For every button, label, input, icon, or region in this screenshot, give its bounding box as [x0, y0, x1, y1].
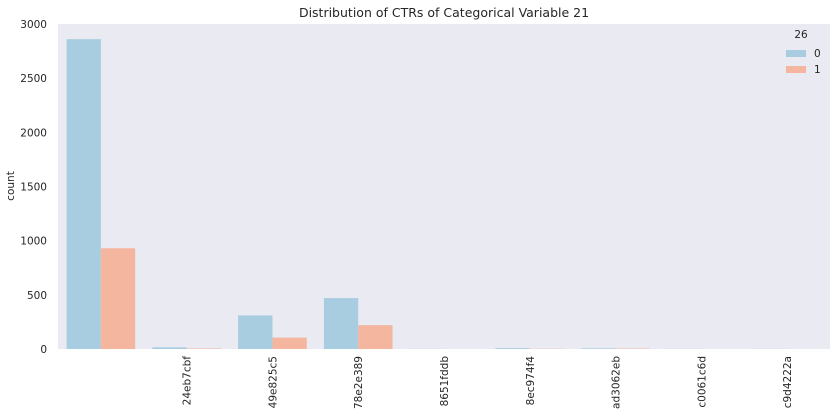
x-tick-label: 24eb7cbf [182, 356, 194, 406]
y-axis-label: count [5, 171, 17, 201]
bar-0-78e2e389 [324, 298, 358, 349]
x-tick-label: ad3062eb [611, 356, 623, 409]
bar-1-blank [101, 248, 135, 349]
bar-1-24eb7cbf [187, 348, 221, 349]
chart-title: Distribution of CTRs of Categorical Vari… [299, 5, 589, 20]
legend-title: 26 [794, 29, 808, 41]
x-tick-label: 8651fddb [439, 356, 451, 407]
legend-label-0: 0 [814, 48, 821, 60]
bar-1-78e2e389 [358, 325, 392, 349]
y-tick-label: 2500 [20, 73, 47, 85]
y-axis-ticks: 0 500 1000 1500 2000 2500 3000 [20, 19, 47, 356]
bar-0-blank [67, 39, 101, 349]
x-tick-label: 78e2e389 [353, 356, 365, 409]
bar-0-8ec974f4 [495, 348, 529, 349]
plot-background [58, 24, 830, 349]
x-axis-ticks: 24eb7cbf 49e825c5 78e2e389 8651fddb 8ec974f4… [182, 356, 794, 409]
y-tick-label: 2000 [20, 127, 47, 139]
x-tick-label: c9d4222a [782, 356, 794, 408]
bar-0-ad3062eb [581, 348, 615, 349]
y-tick-label: 0 [40, 344, 47, 356]
x-tick-label: c0061c6d [696, 356, 708, 408]
x-tick-label: 8ec974f4 [525, 356, 537, 406]
legend-label-1: 1 [814, 64, 821, 76]
y-tick-label: 500 [27, 290, 47, 302]
y-tick-label: 1000 [20, 236, 47, 248]
bar-0-49e825c5 [238, 315, 272, 349]
y-tick-label: 3000 [20, 19, 47, 31]
x-tick-label: 49e825c5 [267, 356, 279, 408]
legend-swatch-1 [786, 66, 806, 73]
y-tick-label: 1500 [20, 182, 47, 194]
legend-swatch-0 [786, 50, 806, 57]
bar-1-49e825c5 [272, 338, 306, 349]
bar-0-24eb7cbf [152, 347, 186, 349]
